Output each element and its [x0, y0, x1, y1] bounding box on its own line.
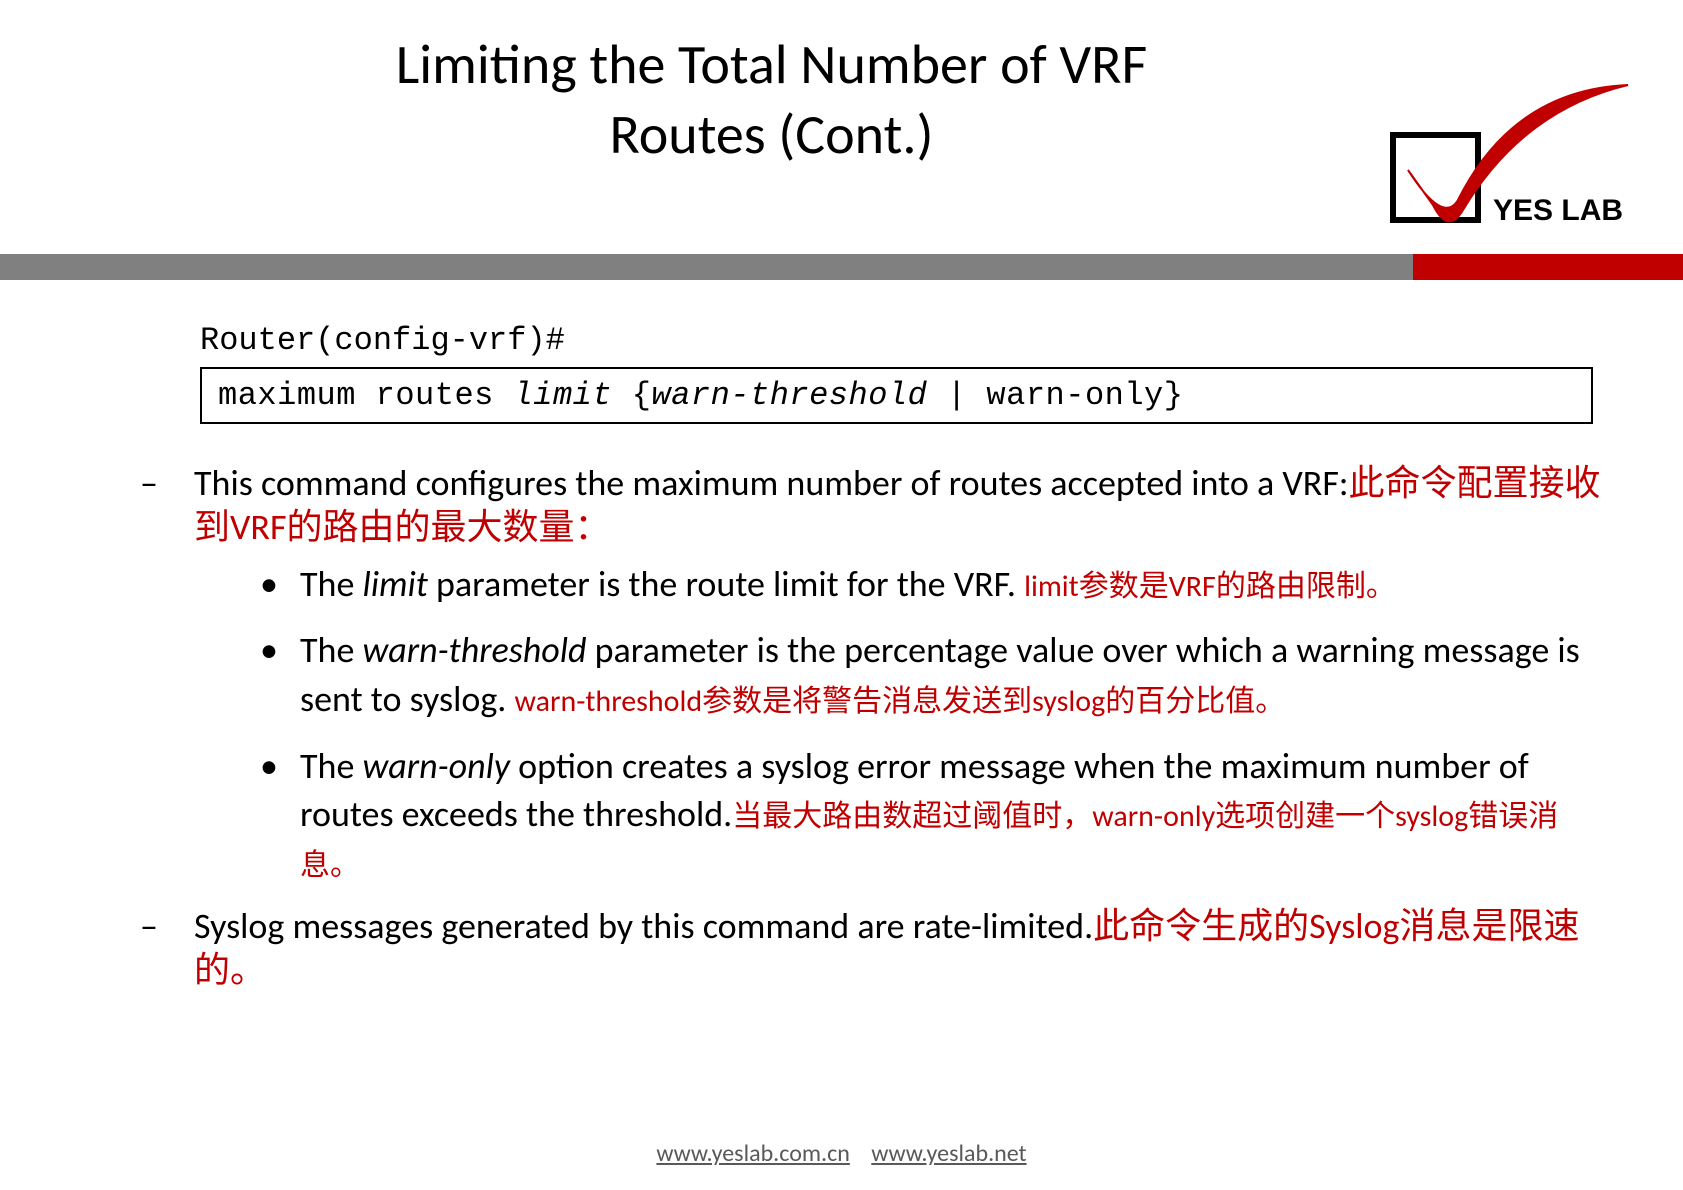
bullet-text-pre: The	[300, 744, 363, 788]
title-line-1: Limiting the Total Number of VRF	[396, 31, 1148, 99]
cmd-param-limit: limit	[514, 377, 613, 414]
bullet-text-ital: warn-only	[363, 744, 510, 788]
list-item: The warn-threshold parameter is the perc…	[260, 626, 1613, 723]
list-item: The warn-only option creates a syslog er…	[260, 742, 1613, 888]
content-area: Router(config-vrf)# maximum routes limit…	[70, 310, 1613, 1007]
list-item: This command configures the maximum numb…	[140, 462, 1613, 887]
footer-link-2[interactable]: www.yeslab.net	[871, 1139, 1026, 1168]
title-underline	[0, 254, 1683, 280]
bullet-text-pre: The	[300, 562, 363, 606]
bullet-text-en: This command configures the maximum numb…	[194, 461, 1349, 505]
cmd-text-mid: {	[612, 377, 651, 414]
slide: Limiting the Total Number of VRF Routes …	[0, 0, 1683, 1190]
cmd-text-prefix: maximum routes	[218, 377, 514, 414]
bullet-text-en: Syslog messages generated by this comman…	[194, 904, 1093, 948]
bullet-list-level1: This command configures the maximum numb…	[140, 462, 1613, 993]
yeslab-logo: YES LAB	[1363, 70, 1643, 230]
bullet-text-post: parameter is the route limit for the VRF…	[428, 562, 1024, 606]
list-item: The limit parameter is the route limit f…	[260, 560, 1613, 609]
logo-text: YES LAB	[1493, 194, 1623, 227]
underline-gray	[0, 254, 1413, 280]
logo-checkmark-icon: YES LAB	[1363, 70, 1643, 230]
cli-prompt: Router(config-vrf)#	[70, 310, 1613, 367]
bullet-text-ital: limit	[363, 562, 428, 606]
footer-link-1[interactable]: www.yeslab.com.cn	[656, 1139, 849, 1168]
cmd-param-warn-threshold: warn-threshold	[651, 377, 927, 414]
bullet-text-pre: The	[300, 628, 363, 672]
bullet-text-ital: warn-threshold	[363, 628, 587, 672]
bullet-text-cn: limit参数是VRF的路由限制。	[1024, 568, 1396, 605]
bullet-list-level2: The limit parameter is the route limit f…	[260, 560, 1613, 888]
title-line-2: Routes (Cont.)	[610, 101, 934, 169]
list-item: Syslog messages generated by this comman…	[140, 905, 1613, 993]
footer: www.yeslab.com.cn www.yeslab.net	[0, 1139, 1683, 1168]
cli-command-box: maximum routes limit {warn-threshold | w…	[200, 367, 1593, 424]
underline-red	[1413, 254, 1683, 280]
cmd-text-suffix: | warn-only}	[927, 377, 1183, 414]
bullet-text-cn: warn-threshold参数是将警告消息发送到syslog的百分比值。	[515, 683, 1286, 720]
